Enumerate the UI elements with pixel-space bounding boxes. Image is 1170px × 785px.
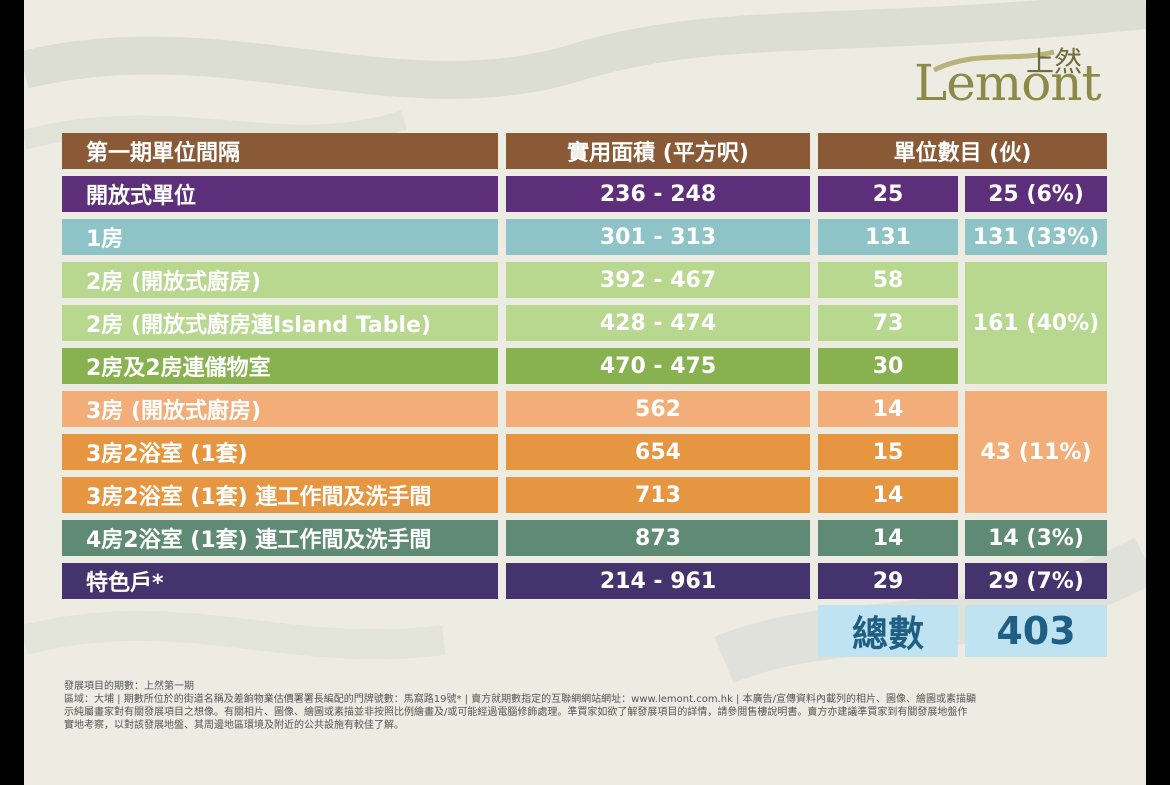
- group-total: 29 (7%): [965, 563, 1107, 599]
- row-type: 4房2浴室 (1套) 連工作間及洗手間: [62, 520, 498, 556]
- row-area: 654: [506, 434, 810, 470]
- row-area: 713: [506, 477, 810, 513]
- group-total: 25 (6%): [965, 176, 1107, 212]
- row-count: 14: [818, 520, 958, 556]
- group-total: 14 (3%): [965, 520, 1107, 556]
- row-type: 2房 (開放式廚房連Island Table): [62, 305, 498, 341]
- row-count: 30: [818, 348, 958, 384]
- header-unit-type: 第一期單位間隔: [62, 133, 498, 169]
- lemont-logo: 上然 Lemont: [914, 40, 1114, 120]
- logo-swoosh-icon: [932, 49, 1055, 73]
- row-area: 214 - 961: [506, 563, 810, 599]
- row-area: 428 - 474: [506, 305, 810, 341]
- row-area: 873: [506, 520, 810, 556]
- header-count: 單位數目 (伙): [818, 133, 1107, 169]
- row-area: 562: [506, 391, 810, 427]
- row-area: 236 - 248: [506, 176, 810, 212]
- notes-disclaimer: 示純屬畫家對有關發展項目之想像。有關相片、圖像、繪圖或素描並非按照比例繪畫及/或…: [64, 707, 968, 718]
- logo-wordmark: Lemont: [914, 54, 1102, 112]
- row-type: 2房 (開放式廚房): [62, 262, 498, 298]
- row-count: 58: [818, 262, 958, 298]
- notes-phase: 發展項目的期數：上然第一期: [64, 681, 194, 692]
- row-type: 3房2浴室 (1套) 連工作間及洗手間: [62, 477, 498, 513]
- row-type: 開放式單位: [62, 176, 498, 212]
- logo-chinese-text: 上然: [1026, 45, 1083, 78]
- row-count: 29: [818, 563, 958, 599]
- row-count: 73: [818, 305, 958, 341]
- row-count: 14: [818, 477, 958, 513]
- group-total: 161 (40%): [965, 262, 1107, 384]
- row-count: 15: [818, 434, 958, 470]
- group-total: 131 (33%): [965, 219, 1107, 255]
- group-total: 43 (11%): [965, 391, 1107, 513]
- row-count: 25: [818, 176, 958, 212]
- row-type: 2房及2房連儲物室: [62, 348, 498, 384]
- brochure-page: 上然 Lemont 第一期單位間隔 實用面積 (平方呎) 單位數目 (伙) 開放…: [24, 0, 1146, 785]
- notes-site-visit: 實地考察，以對該發展地盤、其周邊地區環境及附近的公共設施有較佳了解。: [64, 720, 404, 731]
- row-type: 特色戶*: [62, 563, 498, 599]
- total-label: 總數: [818, 605, 958, 657]
- total-value: 403: [965, 605, 1107, 657]
- row-type: 3房2浴室 (1套): [62, 434, 498, 470]
- row-area: 301 - 313: [506, 219, 810, 255]
- row-type: 3房 (開放式廚房): [62, 391, 498, 427]
- row-type: 1房: [62, 219, 498, 255]
- row-area: 470 - 475: [506, 348, 810, 384]
- notes-district: 區域：大埔 | 期數所位於的街道名稱及差餉物業估價署署長編配的門牌號數：馬窩路1…: [64, 694, 976, 705]
- row-area: 392 - 467: [506, 262, 810, 298]
- row-count: 131: [818, 219, 958, 255]
- header-area: 實用面積 (平方呎): [506, 133, 810, 169]
- row-count: 14: [818, 391, 958, 427]
- legal-notes: 發展項目的期數：上然第一期 區域：大埔 | 期數所位於的街道名稱及差餉物業估價署…: [64, 680, 1114, 732]
